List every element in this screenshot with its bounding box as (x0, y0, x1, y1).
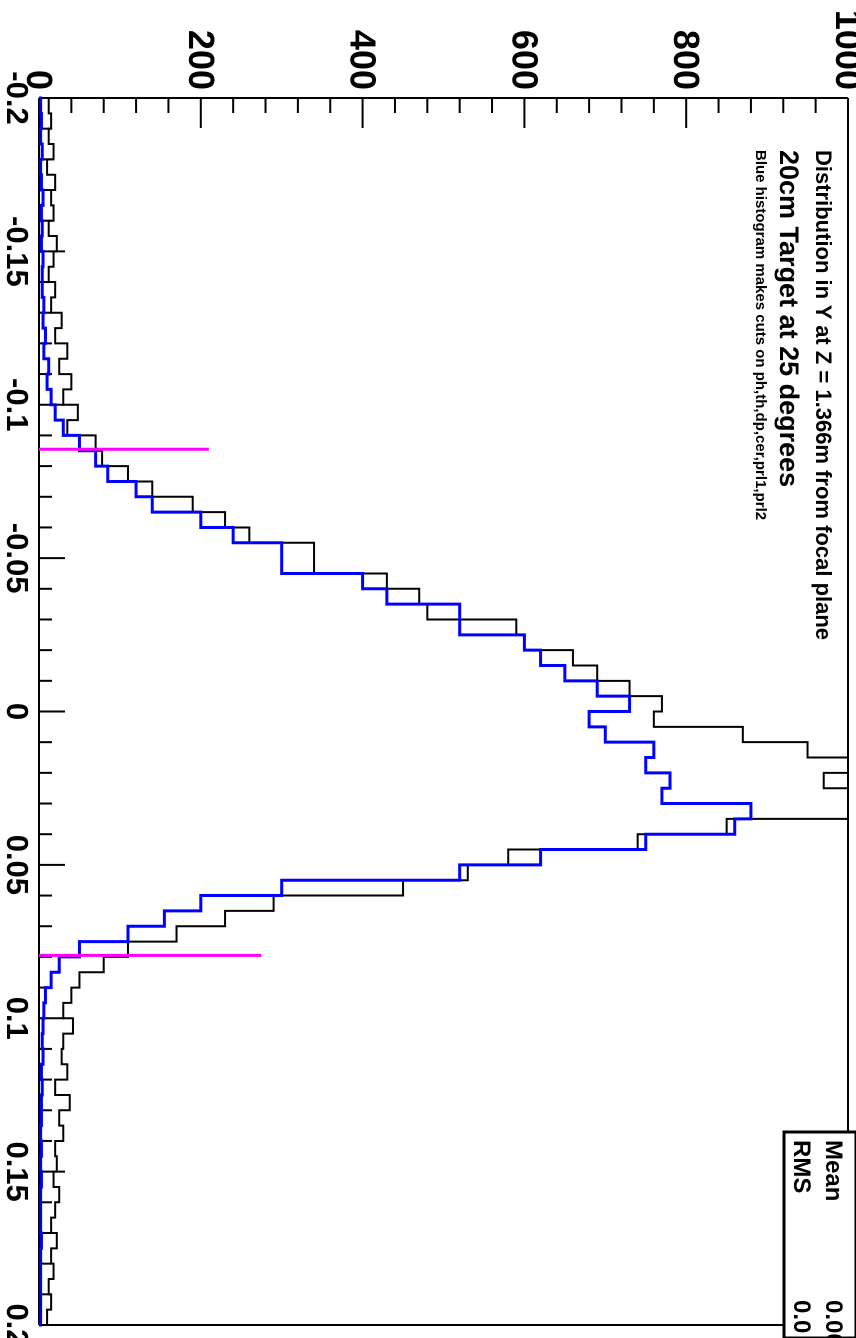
cut-lines-group (39, 447, 262, 957)
stats-value: 0.00 (820, 1300, 847, 1338)
y-tick-label: 400 (343, 30, 384, 90)
chart-title-line: Distribution in Y at Z = 1.366m from foc… (811, 150, 836, 640)
x-tick-label: -0.1 (0, 378, 35, 431)
y-tick-label: 600 (504, 30, 545, 90)
x-tick-label: 0.1 (0, 997, 35, 1040)
stats-box (782, 1130, 856, 1338)
stats-label: Mean (820, 1140, 847, 1201)
x-tick-label: 0.15 (0, 1141, 35, 1201)
x-tick-label: 0 (0, 703, 35, 720)
chart-title-line: 20cm Target at 25 degrees (774, 150, 804, 487)
stats-value: 0.0 (788, 1300, 815, 1333)
histogram-with-cuts (39, 96, 753, 1327)
x-tick-label: -0.15 (0, 216, 35, 287)
y-tick-label: 200 (181, 30, 222, 90)
histogram-group (39, 96, 849, 1327)
x-tick-label: -0.05 (0, 523, 35, 594)
y-tick-label: 800 (666, 30, 707, 90)
x-tick-label: -0.2 (0, 71, 35, 124)
y-tick-label: 1000 (828, 10, 856, 90)
histogram-all-events (39, 97, 849, 1326)
y-tick-label: 0 (19, 70, 60, 90)
x-tick-label: 0.2 (0, 1303, 35, 1338)
x-tick-label: 0.05 (0, 835, 35, 895)
stats-label: RMS (788, 1140, 815, 1193)
chart-title-line: Blue histogram makes cuts on ph,th,dp,ce… (752, 150, 769, 520)
title-group: Distribution in Y at Z = 1.366m from foc… (752, 150, 836, 640)
stats-box-group: Mean 0.00 RMS 0.0 (782, 1130, 856, 1338)
axes-group: -0.2 -0.15 -0.1 -0.05 0 0.05 0.1 0.15 0.2 0 200 400… (0, 10, 856, 1338)
